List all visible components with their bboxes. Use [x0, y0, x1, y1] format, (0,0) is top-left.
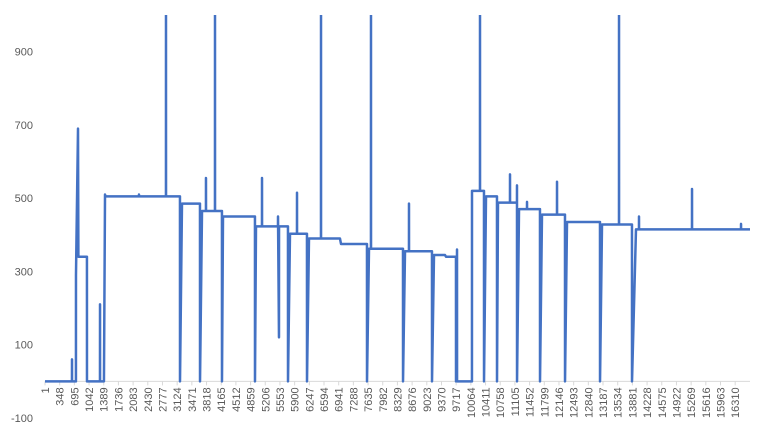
- y-tick-label: 300: [15, 266, 33, 278]
- x-tick-label: 8676: [407, 387, 419, 411]
- x-tick-label: 15963: [716, 387, 728, 418]
- x-tick-label: 12840: [583, 387, 595, 418]
- x-tick-label: 4165: [216, 387, 228, 411]
- x-tick-label: 7635: [363, 387, 375, 411]
- x-tick-label: 9023: [422, 387, 434, 411]
- y-tick-label: 500: [15, 193, 33, 205]
- x-tick-label: 6247: [304, 387, 316, 411]
- x-tick-label: 9717: [451, 387, 463, 411]
- x-tick-label: 4859: [246, 387, 258, 411]
- x-tick-label: 2430: [143, 387, 155, 411]
- x-tick-label: 6594: [319, 387, 331, 411]
- x-tick-label: 14922: [671, 387, 683, 418]
- y-tick-label: 900: [15, 47, 33, 59]
- x-tick-label: 15616: [701, 387, 713, 418]
- x-tick-label: 10064: [466, 387, 478, 418]
- data-line: [45, 15, 750, 383]
- x-tick-label: 12493: [569, 387, 581, 418]
- x-tick-label: 6941: [334, 387, 346, 411]
- x-tick-label: 12146: [554, 387, 566, 418]
- x-tick-label: 3124: [172, 387, 184, 411]
- x-tick-label: 13534: [613, 387, 625, 418]
- x-tick-label: 7288: [348, 387, 360, 411]
- x-tick-label: 16310: [730, 387, 742, 418]
- y-tick-label: -100: [11, 413, 33, 425]
- x-tick-label: 5553: [275, 387, 287, 411]
- x-tick-label: 348: [55, 387, 67, 405]
- x-tick-label: 4512: [231, 387, 243, 411]
- x-tick-label: 14228: [642, 387, 654, 418]
- x-tick-label: 10411: [481, 387, 493, 417]
- x-tick-label: 1: [40, 387, 52, 393]
- x-tick-label: 10758: [495, 387, 507, 418]
- x-tick-label: 5900: [290, 387, 302, 411]
- x-tick-label: 2777: [157, 387, 169, 411]
- x-tick-label: 13881: [627, 387, 639, 418]
- x-tick-label: 15269: [686, 387, 698, 418]
- x-tick-label: 1736: [113, 387, 125, 411]
- y-tick-label: 100: [15, 340, 33, 352]
- x-tick-label: 1042: [84, 387, 96, 411]
- y-tick-label: 700: [15, 120, 33, 132]
- x-tick-label: 11799: [539, 387, 551, 417]
- x-tick-label: 3471: [187, 387, 199, 411]
- x-tick-label: 695: [69, 387, 81, 405]
- x-tick-label: 1389: [99, 387, 111, 411]
- x-tick-label: 9370: [436, 387, 448, 411]
- x-tick-label: 14575: [657, 387, 669, 418]
- x-tick-label: 7982: [378, 387, 390, 411]
- x-tick-label: 11452: [525, 387, 537, 417]
- x-tick-label: 11105: [510, 387, 522, 416]
- x-tick-label: 8329: [392, 387, 404, 411]
- x-tick-label: 3818: [202, 387, 214, 411]
- x-tick-label: 13187: [598, 387, 610, 418]
- x-tick-label: 2083: [128, 387, 140, 411]
- x-tick-label: 5206: [260, 387, 272, 411]
